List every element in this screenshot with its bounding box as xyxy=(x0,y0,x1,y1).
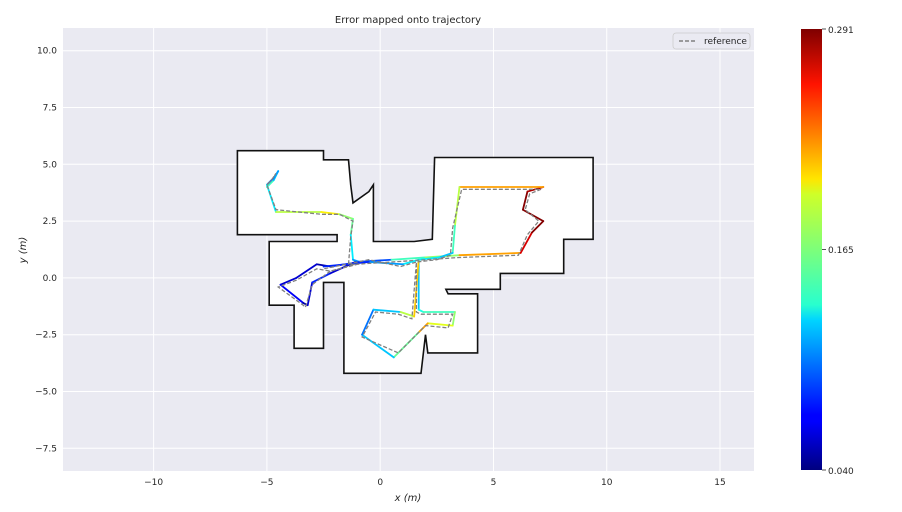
trajectory-segment xyxy=(451,311,456,327)
y-tick-label: 2.5 xyxy=(43,217,57,227)
y-tick-label: 5.0 xyxy=(43,160,58,170)
x-tick-label: −10 xyxy=(144,478,163,488)
x-tick-label: 5 xyxy=(491,478,497,488)
trajectory-segment xyxy=(531,220,545,234)
x-axis-label: x (m) xyxy=(394,493,422,504)
trajectory-segment xyxy=(519,231,533,254)
trajectory xyxy=(266,170,545,359)
colorbar: 0.291 0.165 0.040 xyxy=(801,26,854,477)
y-tick-label: 0.0 xyxy=(43,274,58,284)
trajectory-segment xyxy=(322,261,370,268)
y-tick-label: 10.0 xyxy=(37,47,57,57)
y-tick-label: 7.5 xyxy=(43,104,57,114)
axis-ticks: −10 −5 0 5 10 15 10.0 7.5 5.0 2.5 0.0 −2.5 −5.0 −7.5 xyxy=(35,47,726,488)
trajectory-segment xyxy=(295,263,318,279)
trajectory-segment xyxy=(458,252,522,257)
colorbar-label-max: 0.291 xyxy=(828,26,854,36)
trajectory-segment xyxy=(279,283,305,304)
trajectory-segment xyxy=(522,208,545,223)
trajectory-segment xyxy=(311,272,332,284)
legend-reference-label: reference xyxy=(704,37,747,47)
legend-box xyxy=(672,32,751,50)
x-tick-label: 10 xyxy=(601,478,613,488)
trajectory-segment xyxy=(279,276,298,286)
trajectory-segment xyxy=(372,308,402,313)
colorbar-label-min: 0.040 xyxy=(828,467,854,477)
x-tick-label: 15 xyxy=(714,478,725,488)
y-tick-label: −7.5 xyxy=(35,444,57,454)
trajectory-segment xyxy=(399,311,416,318)
x-tick-label: −5 xyxy=(260,478,273,488)
trajectory-segment xyxy=(454,186,461,227)
reference-path xyxy=(266,173,542,354)
y-tick-label: −5.0 xyxy=(35,387,57,397)
chart-title: Error mapped onto trajectory xyxy=(335,15,481,26)
y-axis-label: y (m) xyxy=(18,237,29,265)
colorbar-label-mid: 0.165 xyxy=(828,246,854,256)
trajectory-segment xyxy=(438,252,454,259)
legend: reference xyxy=(672,32,751,50)
trajectory-segment xyxy=(522,190,529,211)
x-tick-label: 0 xyxy=(377,478,383,488)
trajectory-segment xyxy=(361,333,395,359)
trajectory-segment xyxy=(390,256,427,261)
y-tick-label: −2.5 xyxy=(35,331,57,341)
trajectory-segment xyxy=(361,308,375,336)
colorbar-gradient xyxy=(801,29,822,470)
trajectory-segment xyxy=(451,224,456,254)
